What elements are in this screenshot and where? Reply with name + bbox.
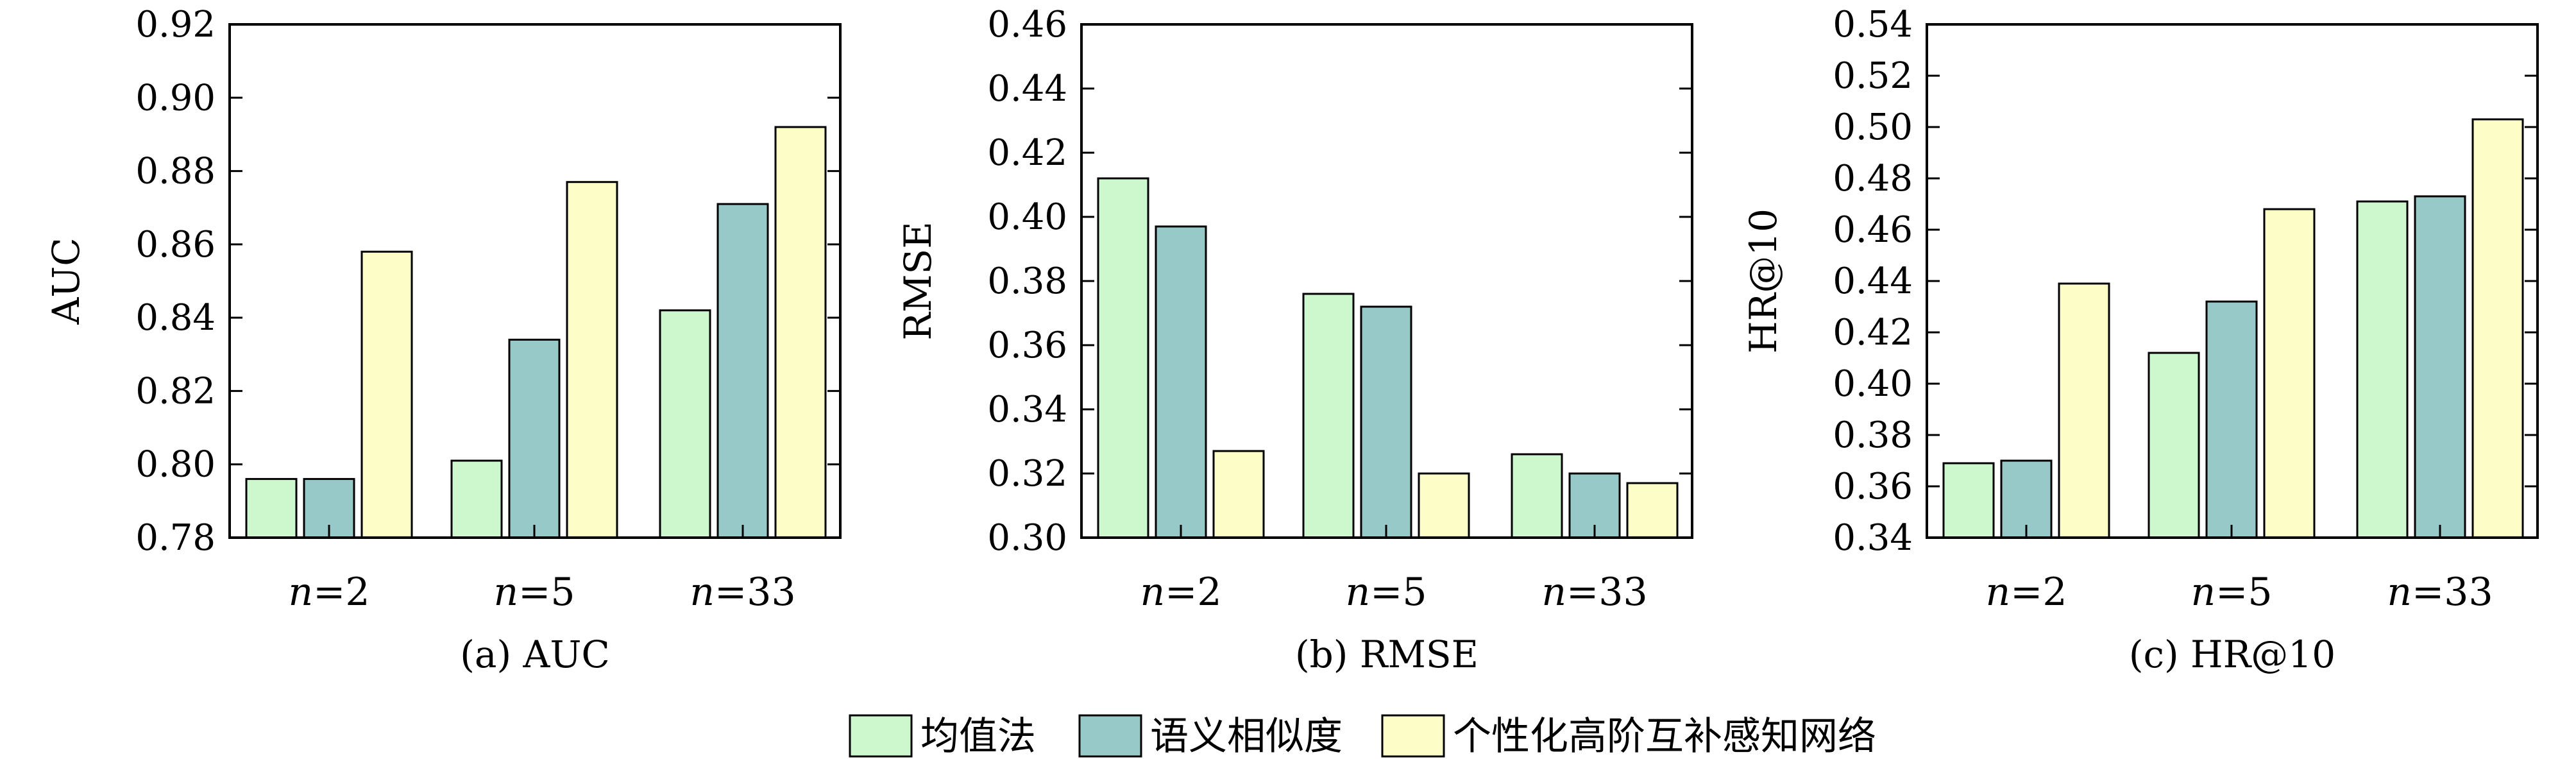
y-tick-label: 0.38 bbox=[987, 260, 1067, 302]
y-tick-label: 0.40 bbox=[1833, 363, 1913, 405]
chart-panel-3: n=2 n=5 n=33 0.34 0.36 0.38 0.40 0.42 0.44 0.46 0.… bbox=[1741, 4, 2539, 676]
y-axis-title: HR@10 bbox=[1741, 209, 1785, 354]
plot-frame bbox=[228, 23, 842, 539]
bar-hr10-3-3 bbox=[2471, 118, 2524, 539]
category-label: n=33 bbox=[1541, 570, 1647, 615]
legend-label-2: 语义相似度 bbox=[1150, 714, 1343, 759]
bar-rmse-1-3 bbox=[1212, 450, 1265, 539]
bar-rmse-1-1 bbox=[1097, 177, 1149, 539]
bar-rmse-2-2 bbox=[1360, 305, 1412, 539]
y-axis-title: RMSE bbox=[896, 221, 940, 340]
y-tick-label: 0.34 bbox=[1833, 517, 1913, 559]
bar-hr10-2-2 bbox=[2205, 300, 2258, 539]
y-tick-label: 0.30 bbox=[987, 517, 1067, 559]
bar-auc-3-2 bbox=[716, 203, 769, 539]
category-label: n=2 bbox=[1140, 570, 1221, 615]
category-label: n=5 bbox=[493, 570, 575, 615]
bar-hr10-3-1 bbox=[2356, 200, 2409, 539]
bar-rmse-2-1 bbox=[1302, 293, 1355, 539]
bar-hr10-1-3 bbox=[2058, 282, 2110, 539]
y-tick-label: 0.54 bbox=[1833, 4, 1913, 46]
y-tick-label: 0.36 bbox=[987, 325, 1067, 366]
legend-swatch-2 bbox=[1078, 714, 1142, 758]
y-tick-label: 0.90 bbox=[135, 77, 216, 119]
y-tick-label: 0.36 bbox=[1833, 466, 1913, 507]
y-tick-label: 0.34 bbox=[987, 389, 1067, 431]
bar-hr10-2-3 bbox=[2263, 208, 2316, 539]
y-tick-label: 0.42 bbox=[987, 132, 1067, 174]
y-tick-label: 0.82 bbox=[135, 370, 216, 412]
legend-label-1: 均值法 bbox=[920, 714, 1036, 759]
bar-rmse-3-1 bbox=[1511, 453, 1563, 539]
category-label: n=5 bbox=[2190, 570, 2272, 615]
y-tick-label: 0.40 bbox=[987, 196, 1067, 238]
plot-frame bbox=[1926, 23, 2539, 539]
y-tick-label: 0.86 bbox=[135, 224, 216, 266]
y-tick-label: 0.92 bbox=[135, 4, 216, 46]
y-tick-label: 0.46 bbox=[1833, 209, 1913, 251]
bar-hr10-1-1 bbox=[1942, 462, 1995, 539]
panel-caption: (b) RMSE bbox=[1295, 633, 1479, 676]
y-tick-label: 0.84 bbox=[135, 297, 216, 339]
chart-panel-1: n=2 n=5 n=33 0.78 0.80 0.82 0.84 0.86 0.88 0.90 0.… bbox=[44, 4, 842, 676]
y-tick-label: 0.50 bbox=[1833, 107, 1913, 148]
y-tick-label: 0.46 bbox=[987, 4, 1067, 46]
y-tick-label: 0.42 bbox=[1833, 312, 1913, 354]
bar-auc-3-3 bbox=[774, 126, 827, 539]
category-label: n=2 bbox=[288, 570, 369, 615]
y-tick-label: 0.78 bbox=[135, 517, 216, 559]
bar-rmse-1-2 bbox=[1155, 225, 1207, 539]
y-tick-label: 0.48 bbox=[1833, 158, 1913, 200]
y-tick-label: 0.38 bbox=[1833, 414, 1913, 456]
bar-auc-2-3 bbox=[566, 181, 618, 539]
legend-swatch-3 bbox=[1381, 714, 1445, 758]
bar-rmse-3-3 bbox=[1626, 482, 1679, 539]
legend-swatch-1 bbox=[849, 714, 913, 758]
bar-hr10-3-2 bbox=[2414, 195, 2466, 539]
panel-caption: (a) AUC bbox=[460, 633, 609, 676]
bar-auc-3-1 bbox=[659, 309, 711, 539]
bar-auc-2-2 bbox=[508, 338, 561, 539]
bar-auc-1-1 bbox=[245, 478, 298, 539]
category-label: n=33 bbox=[2387, 570, 2493, 615]
bar-hr10-2-1 bbox=[2148, 352, 2200, 539]
y-tick-label: 0.44 bbox=[1833, 260, 1913, 302]
panels: n=2 n=5 n=33 0.78 0.80 0.82 0.84 0.86 0.88 0.90 0.… bbox=[44, 4, 2539, 676]
plot-frame bbox=[1080, 23, 1693, 539]
y-tick-label: 0.88 bbox=[135, 151, 216, 192]
panel-caption: (c) HR@10 bbox=[2129, 633, 2335, 676]
legend: 均值法 语义相似度 个性化高阶互补感知网络 bbox=[849, 714, 1876, 759]
category-label: n=2 bbox=[1985, 570, 2067, 615]
y-tick-label: 0.52 bbox=[1833, 55, 1913, 97]
y-tick-label: 0.44 bbox=[987, 68, 1067, 110]
chart-panel-2: n=2 n=5 n=33 0.30 0.32 0.34 0.36 0.38 0.40 0.42 0.… bbox=[896, 4, 1693, 676]
y-tick-label: 0.80 bbox=[135, 444, 216, 486]
category-label: n=5 bbox=[1345, 570, 1427, 615]
y-tick-label: 0.32 bbox=[987, 453, 1067, 495]
bar-auc-2-1 bbox=[450, 459, 503, 539]
legend-label-3: 个性化高阶互补感知网络 bbox=[1453, 714, 1876, 759]
bar-auc-1-3 bbox=[360, 250, 413, 539]
category-label: n=33 bbox=[690, 570, 795, 615]
bar-rmse-2-3 bbox=[1418, 472, 1470, 539]
y-axis-title: AUC bbox=[44, 237, 88, 325]
